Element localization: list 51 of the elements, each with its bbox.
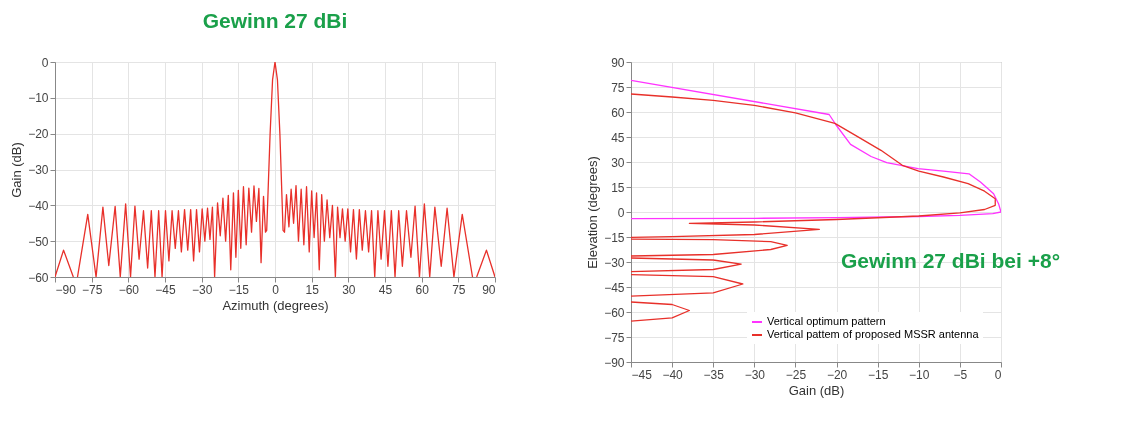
x-tick-label: 90 bbox=[482, 282, 496, 297]
legend-label: Vertical pattem of proposed MSSR antenna bbox=[767, 328, 980, 340]
y-tick-label: 15 bbox=[611, 180, 625, 195]
x-tick-label: 0 bbox=[994, 367, 1002, 382]
y-tick-label: −75 bbox=[604, 330, 625, 345]
y-tick-label: −10 bbox=[28, 91, 49, 106]
annotation: Gewinn 27 dBi bei +8° bbox=[841, 249, 1061, 272]
x-tick-label: 75 bbox=[452, 282, 466, 297]
y-tick-label: 0 bbox=[617, 205, 625, 220]
x-tick-label: −15 bbox=[228, 282, 250, 297]
x-tick-label: −30 bbox=[744, 367, 766, 382]
text: Gewinn 27 dBi bbox=[202, 9, 348, 32]
x-tick-label: 15 bbox=[305, 282, 320, 297]
x-tick-label: 30 bbox=[342, 282, 356, 297]
x-tick-label: −30 bbox=[191, 282, 213, 297]
y-tick-label: −90 bbox=[604, 355, 625, 370]
y-tick-label: −30 bbox=[604, 255, 625, 270]
x-axis-title: Gain (dB) bbox=[788, 382, 845, 398]
y-tick-label: 75 bbox=[611, 80, 625, 95]
x-tick-label: −10 bbox=[909, 367, 930, 382]
y-tick-label: 30 bbox=[611, 155, 625, 170]
x-tick-label: −90 bbox=[55, 282, 77, 297]
y-tick-label: −60 bbox=[604, 305, 625, 320]
x-tick-label: 45 bbox=[378, 282, 393, 297]
y-tick-label: −15 bbox=[604, 230, 625, 245]
legend-label: Vertical optimum pattern bbox=[767, 315, 886, 327]
line-series bbox=[631, 79, 1001, 220]
x-tick-label: −60 bbox=[118, 282, 140, 297]
y-axis-title: Gain (dB) bbox=[9, 142, 25, 198]
x-tick-label: −45 bbox=[631, 367, 653, 382]
x-tick-label: 0 bbox=[272, 282, 280, 297]
y-tick-label: 90 bbox=[611, 55, 625, 70]
y-tick-label: −20 bbox=[28, 127, 49, 142]
x-tick-label: −20 bbox=[826, 367, 848, 382]
y-axis-title: Elevation (degrees) bbox=[585, 156, 601, 269]
y-tick-label: −60 bbox=[28, 270, 49, 285]
x-tick-label: −25 bbox=[785, 367, 807, 382]
x-tick-label: −75 bbox=[81, 282, 103, 297]
y-tick-label: −50 bbox=[28, 234, 49, 249]
y-tick-label: −30 bbox=[28, 163, 49, 177]
x-axis-title: Azimuth (degrees) bbox=[222, 297, 329, 313]
y-tick-label: 0 bbox=[41, 55, 49, 70]
x-tick-label: −45 bbox=[155, 282, 176, 297]
y-tick-label: 45 bbox=[611, 130, 625, 145]
x-tick-label: −5 bbox=[953, 367, 968, 382]
y-tick-label: 60 bbox=[611, 105, 625, 120]
x-tick-label: −35 bbox=[703, 367, 725, 382]
y-tick-label: −40 bbox=[28, 198, 49, 213]
x-tick-label: −40 bbox=[662, 367, 684, 382]
x-tick-label: −15 bbox=[867, 367, 889, 382]
x-tick-label: 60 bbox=[415, 282, 430, 297]
